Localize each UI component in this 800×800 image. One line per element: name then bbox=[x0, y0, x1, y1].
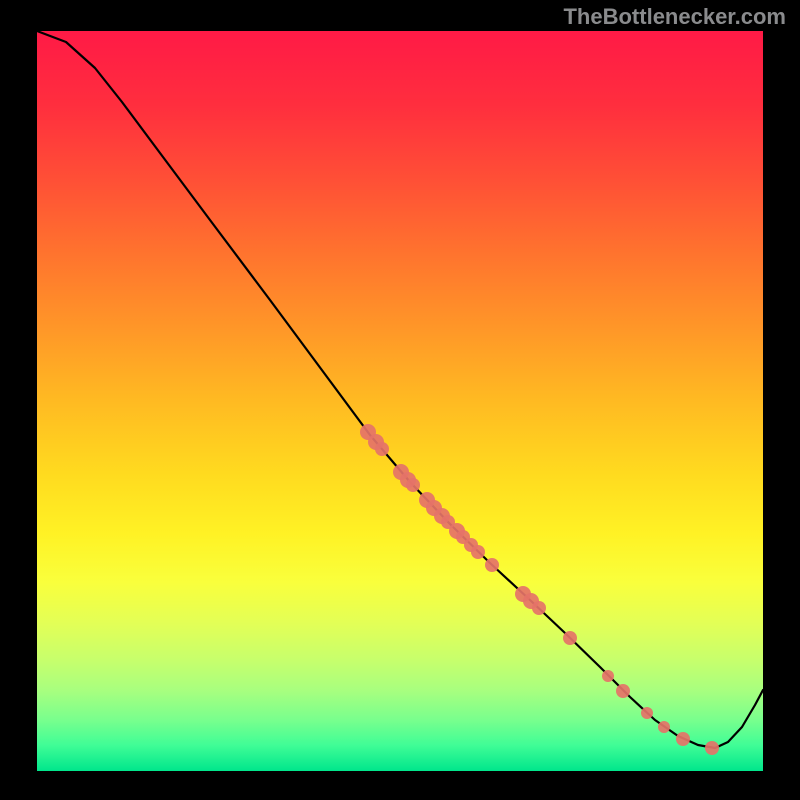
data-marker bbox=[532, 601, 546, 615]
bottleneck-chart: TheBottlenecker.com bbox=[0, 0, 800, 800]
data-marker bbox=[563, 631, 577, 645]
data-marker bbox=[676, 732, 690, 746]
data-marker bbox=[705, 741, 719, 755]
data-marker bbox=[602, 670, 614, 682]
data-marker bbox=[616, 684, 630, 698]
watermark-text: TheBottlenecker.com bbox=[563, 4, 786, 29]
data-marker bbox=[471, 545, 485, 559]
data-marker bbox=[406, 478, 420, 492]
data-marker bbox=[641, 707, 653, 719]
plot-area bbox=[37, 31, 763, 771]
data-marker bbox=[485, 558, 499, 572]
data-marker bbox=[375, 442, 389, 456]
data-marker bbox=[658, 721, 670, 733]
